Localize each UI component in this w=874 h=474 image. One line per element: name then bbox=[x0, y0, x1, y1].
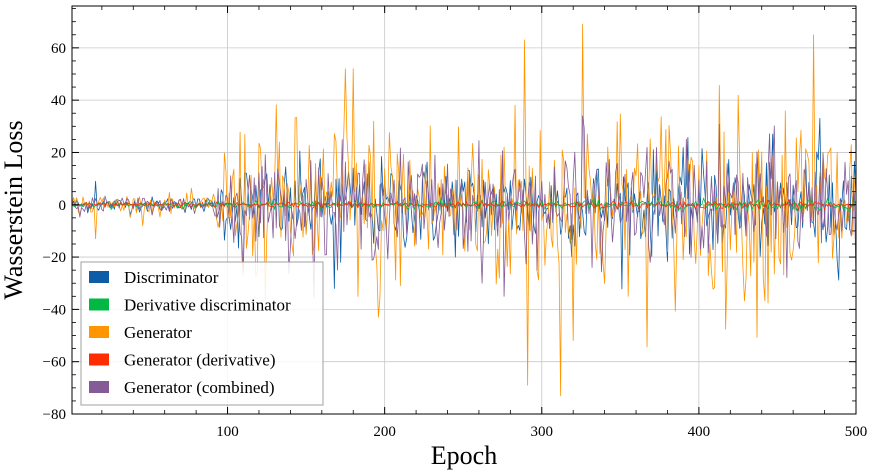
series-line-generator bbox=[72, 23, 856, 397]
series-line-generator-derivative bbox=[72, 199, 856, 212]
y-tick-label: −40 bbox=[43, 302, 66, 318]
legend-box bbox=[80, 261, 324, 406]
plot-frame bbox=[71, 5, 857, 415]
y-tick-label: 0 bbox=[59, 198, 67, 214]
legend-swatch-generator-derivative bbox=[89, 353, 109, 366]
legend: Discriminator Derivative discriminator Gen… bbox=[80, 261, 324, 406]
legend-swatch-discriminator bbox=[89, 271, 109, 283]
legend-label-derivative-discriminator: Derivative discriminator bbox=[124, 296, 291, 315]
legend-swatch-generator-combined bbox=[89, 381, 109, 393]
y-axis-title: Wasserstein Loss bbox=[0, 120, 28, 299]
y-tick-label: 40 bbox=[51, 93, 66, 109]
x-tick-label: 200 bbox=[373, 424, 396, 440]
series-lines bbox=[72, 23, 856, 397]
legend-label-generator-derivative: Generator (derivative) bbox=[124, 351, 276, 370]
x-tick-label: 300 bbox=[531, 424, 554, 440]
y-tick-label: −80 bbox=[43, 407, 66, 423]
y-tick-label: −60 bbox=[43, 355, 66, 371]
y-tick-label: 20 bbox=[51, 145, 66, 161]
x-axis-title: Epoch bbox=[431, 441, 497, 470]
legend-label-discriminator: Discriminator bbox=[124, 268, 219, 287]
legend-label-generator-combined: Generator (combined) bbox=[124, 378, 275, 397]
x-tick-label: 500 bbox=[845, 424, 868, 440]
x-tick-label: 400 bbox=[688, 424, 711, 440]
legend-swatch-derivative-discriminator bbox=[89, 298, 109, 311]
axis-ticks: 100 200 300 400 500 −80 −60 −40 −20 0 20 40 60 bbox=[43, 6, 868, 440]
x-tick-label: 100 bbox=[216, 424, 239, 440]
legend-swatch-generator bbox=[89, 326, 109, 338]
y-tick-label: 60 bbox=[51, 41, 66, 57]
series-line-discriminator bbox=[72, 118, 856, 290]
y-tick-label: −20 bbox=[43, 250, 66, 266]
legend-label-generator: Generator bbox=[124, 323, 192, 342]
